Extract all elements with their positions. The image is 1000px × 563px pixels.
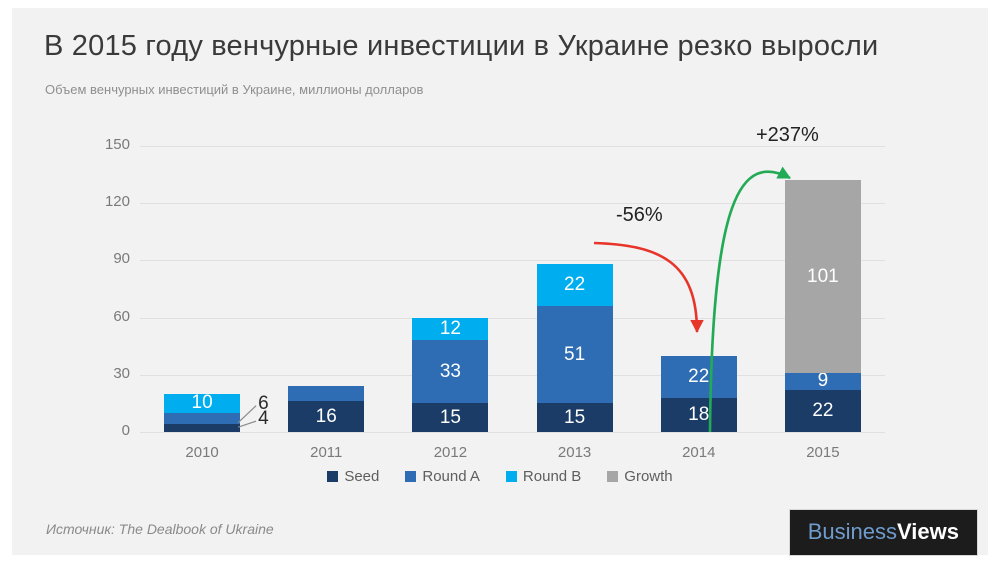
canvas-edge-left xyxy=(0,0,12,563)
gridline xyxy=(140,260,885,262)
growth-arrow xyxy=(708,166,791,433)
x-axis-tick-label: 2012 xyxy=(433,444,468,461)
y-axis-tick-label: 0 xyxy=(121,422,130,439)
x-axis-tick-label: 2010 xyxy=(185,444,219,461)
bar-segment[interactable]: 51 xyxy=(536,306,613,404)
bar-segment[interactable]: 15 xyxy=(412,403,489,432)
y-axis-tick-label: 30 xyxy=(113,364,130,382)
bar-segment[interactable]: 12 xyxy=(412,317,489,341)
page-subtitle: Объем венчурных инвестиций в Украине, ми… xyxy=(45,82,424,97)
bar-segment[interactable]: 15 xyxy=(536,403,613,432)
brand-logo: BusinessViews xyxy=(788,509,978,556)
annotation-decline-label: -56% xyxy=(616,204,663,226)
legend-swatch-icon xyxy=(505,471,517,482)
canvas-edge-top xyxy=(0,0,1000,8)
x-axis-tick-label: 2011 xyxy=(310,444,343,461)
legend-item[interactable]: Round B xyxy=(505,468,582,485)
bar-value-callout: 6 xyxy=(258,392,269,414)
gridline xyxy=(140,317,885,319)
bar-value-callout: 4 xyxy=(258,408,269,430)
annotation-growth-label: +237% xyxy=(756,124,819,146)
source-note: Источник: The Dealbook of Ukraine xyxy=(46,521,274,537)
canvas-edge-right xyxy=(988,0,1000,563)
decline-arrow xyxy=(593,241,704,334)
bar-segment[interactable]: 22 xyxy=(660,355,737,398)
x-axis-tick-label: 2015 xyxy=(806,444,840,461)
callout-leader-line xyxy=(237,405,257,424)
bar-segment[interactable]: 22 xyxy=(536,264,613,307)
y-axis-tick-label: 60 xyxy=(113,307,130,325)
legend-swatch-icon xyxy=(327,471,339,482)
y-axis-tick-label: 150 xyxy=(104,136,130,153)
gridline xyxy=(140,374,885,376)
legend-label: Round B xyxy=(522,468,582,485)
y-axis-tick-label: 120 xyxy=(104,193,130,211)
bar-stack[interactable]: 15 33 12 xyxy=(412,146,489,432)
bar-segment[interactable] xyxy=(164,412,241,425)
logo-views-text: Views xyxy=(897,519,959,544)
gridline xyxy=(140,203,885,205)
canvas-edge-bottom xyxy=(0,555,1000,563)
callout-leader-line xyxy=(237,420,257,428)
x-axis-tick-label: 2014 xyxy=(682,444,716,461)
y-axis-tick-label: 90 xyxy=(113,250,130,268)
bar-segment[interactable]: 9 xyxy=(784,372,861,391)
bar-segment[interactable]: 18 xyxy=(660,397,737,432)
legend-label: Round A xyxy=(422,468,480,485)
logo-business-text: Business xyxy=(807,519,898,544)
bar-segment[interactable]: 22 xyxy=(784,390,861,432)
bar-stack[interactable]: 22 9 101 xyxy=(784,146,861,432)
page-title: В 2015 году венчурные инвестиции в Украи… xyxy=(44,30,879,62)
bar-stack[interactable]: 18 22 xyxy=(660,146,737,432)
bar-segment[interactable] xyxy=(164,424,241,432)
bar-stack[interactable]: 15 51 22 xyxy=(536,146,613,432)
legend-item[interactable]: Seed xyxy=(327,468,379,485)
x-axis-tick-label: 2013 xyxy=(557,444,592,461)
bar-stack[interactable]: 10 xyxy=(164,146,241,432)
bar-segment[interactable]: 101 xyxy=(784,180,861,373)
bar-segment[interactable]: 10 xyxy=(164,393,241,413)
legend-swatch-icon xyxy=(405,471,417,482)
bar-segment[interactable]: 16 xyxy=(288,401,365,432)
gridline xyxy=(140,146,885,147)
gridline xyxy=(140,432,885,433)
chart-legend: Seed Round A Round B Growth xyxy=(0,468,1000,485)
legend-item[interactable]: Growth xyxy=(607,468,673,485)
bar-segment[interactable]: 8 xyxy=(288,386,365,402)
bar-stack[interactable]: 168 xyxy=(288,146,365,432)
bar-segment[interactable]: 33 xyxy=(412,340,489,404)
legend-label: Seed xyxy=(344,468,380,485)
legend-swatch-icon xyxy=(607,471,619,482)
legend-label: Growth xyxy=(624,468,673,485)
legend-item[interactable]: Round A xyxy=(405,468,480,485)
